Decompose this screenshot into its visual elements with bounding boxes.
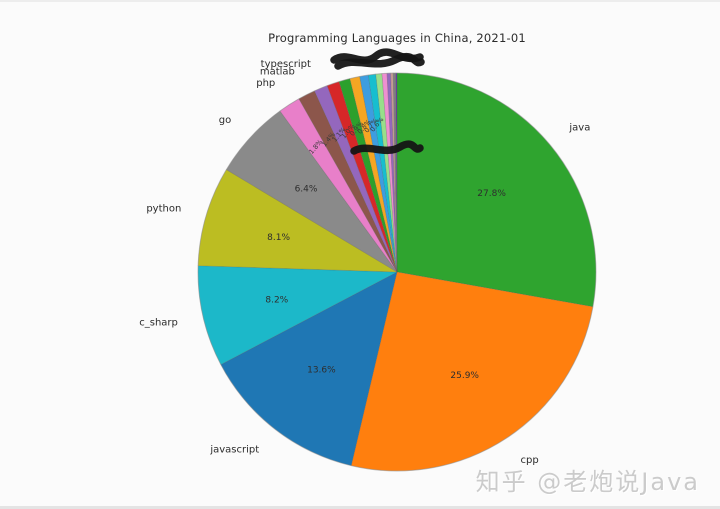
pie-slice-cpp [350, 271, 594, 472]
pct-label-javascript: 13.6% [307, 366, 336, 376]
slice-label-go: go [219, 115, 231, 126]
pie-slice-small-19 [395, 72, 398, 273]
slice-label-typescript: typescript [261, 59, 311, 70]
slice-label-php: php [256, 78, 275, 89]
pie-slice-typescript [314, 85, 398, 273]
pie-slice-go [225, 110, 398, 273]
pie-slice-small-16 [386, 72, 398, 273]
pie-slice-small-13 [367, 73, 398, 273]
pie-slice-c_sharp [197, 265, 399, 366]
pie-slice-small-14 [375, 73, 398, 273]
pct-label-python: 8.1% [267, 233, 290, 243]
slice-label-matlab: matlab [260, 67, 295, 78]
pie-slice-python [197, 169, 399, 273]
pct-label-c_sharp: 8.2% [265, 296, 288, 306]
pie-slice-small-9 [326, 81, 398, 273]
redaction-scribble-mid [350, 140, 424, 155]
slice-label-java: java [568, 123, 590, 134]
pie-slice-small-18 [392, 72, 398, 273]
top-border-line [0, 0, 720, 2]
pie-outline [197, 72, 597, 472]
pct-label-java: 27.8% [477, 189, 506, 199]
pie-slice-php [279, 98, 398, 273]
slice-label-python: python [146, 204, 181, 215]
pie-slice-java [396, 72, 597, 308]
bottom-border-line [0, 506, 720, 509]
pie-slice-javascript [220, 271, 398, 467]
redaction-scribble-top-2 [334, 52, 425, 70]
pie-slice-small-10 [338, 78, 398, 273]
pie-slice-small-12 [359, 74, 398, 273]
pie-slice-small-17 [390, 72, 398, 273]
pct-label-cpp: 25.9% [450, 371, 479, 381]
slice-label-c_sharp: c_sharp [139, 317, 178, 328]
slice-label-cpp: cpp [521, 455, 539, 466]
pie-slice-small-11 [349, 76, 398, 273]
pct-label-go: 6.4% [295, 185, 318, 195]
pie-slice-matlab [298, 90, 398, 273]
slice-label-javascript: javascript [209, 445, 259, 456]
watermark: 知乎 @老炮说Java [475, 468, 700, 496]
chart-title: Programming Languages in China, 2021-01 [268, 31, 526, 45]
pie-slice-small-15 [381, 72, 398, 273]
